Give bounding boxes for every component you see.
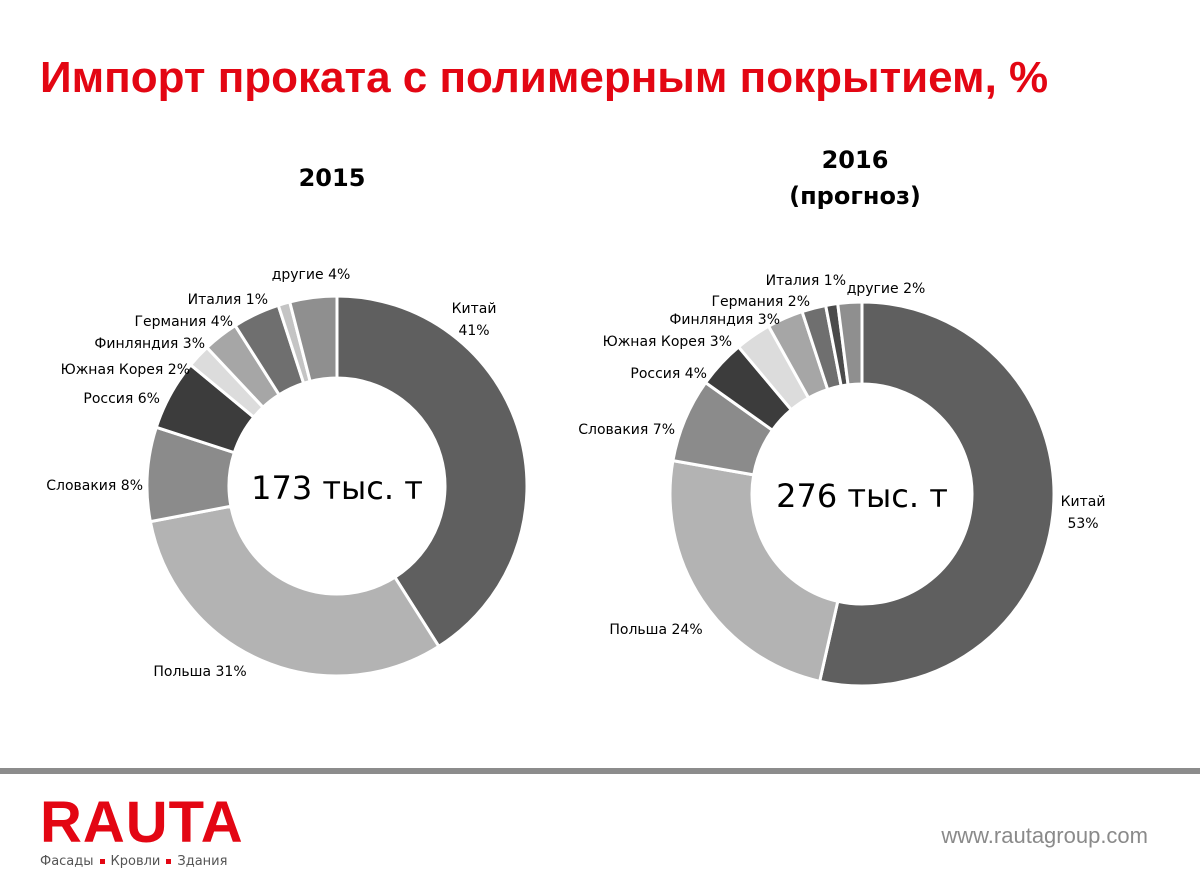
tagline-item: Фасады [40, 854, 94, 869]
slice-label-2016-6: Германия 2% [711, 294, 810, 310]
chart-2016-title: 2016 [821, 146, 889, 174]
tagline-separator [166, 859, 172, 864]
donut-slice-2016-1 [668, 458, 840, 684]
donut-center-total-2015: 173 тыс. т [251, 469, 423, 507]
slice-label-2016-3: Россия 4% [630, 366, 707, 382]
slice-label-2015-8: другие 4% [272, 267, 351, 283]
tagline-separator [99, 859, 105, 864]
website-link[interactable]: www.rautagroup.com [941, 823, 1148, 848]
donut-center-total-2016: 276 тыс. т [776, 477, 948, 515]
logo-tagline: Фасады Кровли Здания [40, 854, 260, 869]
slice-label-2015-7: Италия 1% [188, 292, 268, 308]
slice-label-2015-5: Финляндия 3% [94, 336, 205, 352]
donut-slice-2015-0 [335, 294, 529, 649]
rauta-logo: RAUTA Фасады Кровли Здания [40, 794, 260, 874]
chart-2016-subtitle: (прогноз) [789, 182, 921, 210]
slice-label-2016-4: Южная Корея 3% [603, 334, 732, 350]
slice-label-2016-7: Италия 1% [766, 273, 846, 289]
footer-divider [0, 768, 1200, 774]
donut-charts: Китай 41% Польша 31% Словакия 8% Россия 6% Юж… [46, 267, 1106, 688]
slice-label-2015-6: Германия 4% [134, 314, 233, 330]
slice-label-2016-0: Китай 53% [1061, 494, 1106, 532]
tagline-item: Здания [177, 854, 228, 869]
donut-slice-2015-1 [148, 504, 441, 678]
slice-label-2015-0: Китай 41% [452, 301, 497, 339]
chart-2015-title: 2015 [298, 164, 366, 192]
slice-label-2016-1: Польша 24% [609, 622, 702, 638]
slice-label-2015-3: Россия 6% [83, 391, 160, 407]
slice-label-2016-2: Словакия 7% [578, 422, 675, 438]
slice-label-2015-4: Южная Корея 2% [61, 362, 190, 378]
chart-2016-heading: 2016 (прогноз) [755, 142, 955, 214]
slice-label-2016-8: другие 2% [847, 281, 926, 297]
slice-label-2015-2: Словакия 8% [46, 478, 143, 494]
slice-label-2016-5: Финляндия 3% [669, 312, 780, 328]
page-title: Импорт проката с полимерным покрытием, % [40, 53, 1049, 102]
donut-slice-2015-8 [287, 294, 339, 384]
logo-wordmark: RAUTA [40, 790, 244, 855]
tagline-item: Кровли [110, 854, 161, 869]
chart-2015-heading: 2015 [232, 160, 432, 196]
donut-slice-2016-0 [817, 300, 1056, 688]
donut-slice-2016-8 [836, 300, 864, 387]
slice-label-2015-1: Польша 31% [153, 664, 246, 680]
